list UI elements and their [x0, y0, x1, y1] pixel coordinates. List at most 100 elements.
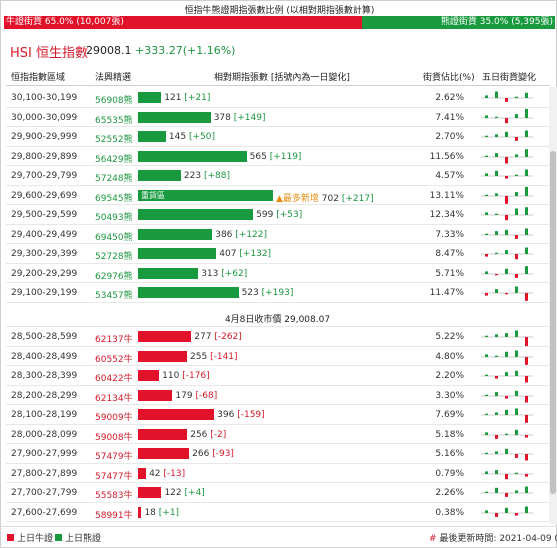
contracts-change: [+4] — [184, 488, 205, 498]
contracts-bar — [138, 150, 247, 162]
sparkline-bar — [505, 117, 508, 123]
outstanding-pct: 2.62% — [435, 93, 464, 103]
five-day-sparkline — [481, 265, 533, 278]
contracts-text: 256 [-2] — [190, 430, 226, 440]
five-day-sparkline — [481, 486, 533, 497]
contracts-value: 386 — [215, 229, 233, 240]
sparkline-bar — [515, 208, 518, 215]
scrollbar-thumb[interactable] — [550, 151, 556, 494]
warrant-code-link[interactable]: 59009牛 — [95, 413, 133, 423]
contracts-bar — [138, 331, 192, 342]
contracts-bar — [138, 287, 239, 298]
warrant-code-link[interactable]: 57248熊 — [95, 174, 133, 184]
sparkline-bar — [505, 229, 508, 235]
outstanding-pct: 7.33% — [435, 229, 464, 240]
bull-bear-ratio-bar: 牛證街貨 65.0% (10,007張) 熊證街貨 35.0% (5,395張) — [4, 16, 555, 29]
contracts-change: [+119] — [269, 151, 302, 162]
warrant-code-link[interactable]: 55583牛 — [95, 491, 133, 501]
sparkline-bar — [485, 293, 488, 296]
warrant-code-link[interactable]: 50493熊 — [95, 213, 133, 223]
row-range: 27,600-27,699 — [11, 507, 78, 518]
contracts-change: [-159] — [237, 410, 265, 420]
warrant-code-link[interactable]: 65535熊 — [95, 115, 133, 126]
warrant-code-link[interactable]: 69545熊 — [95, 193, 133, 204]
contracts-text: 255 [-141] — [190, 352, 238, 362]
contracts-change: [+62] — [221, 268, 248, 279]
five-day-sparkline — [481, 91, 533, 102]
warrant-code-link[interactable]: 52552熊 — [95, 135, 133, 145]
sparkline-bar — [515, 191, 518, 196]
contracts-value: 565 — [249, 151, 267, 162]
table-row: 28,200-28,299 62134牛 179 [-68] 3.30% — [6, 386, 549, 405]
warrant-code-link[interactable]: 57479牛 — [95, 452, 133, 462]
sparkline-bar — [495, 487, 498, 493]
contracts-change: [+21] — [184, 93, 211, 103]
warrant-code-link[interactable]: 56908熊 — [95, 96, 133, 106]
contracts-value: 523 — [241, 288, 259, 298]
sparkline-bar — [495, 91, 498, 98]
table-header: 恒指指數區域 法興精選 相對期指張數 [括號內為一日變化] 街貨佔比(%) 五日… — [6, 66, 549, 86]
sparkline-bar — [515, 350, 518, 357]
table-row: 28,000-28,099 59008牛 256 [-2] 5.18% — [6, 425, 549, 444]
warrant-code-link[interactable]: 56429熊 — [95, 154, 133, 165]
five-day-sparkline — [481, 186, 533, 204]
contracts-text: 122 [+4] — [164, 488, 204, 498]
sparkline-bar — [525, 130, 528, 137]
row-range: 28,100-28,199 — [11, 410, 78, 420]
sparkline-bar — [505, 395, 508, 399]
sparkline-bar — [525, 169, 528, 176]
panel-title: 恒指牛熊證期指張數比例 (以相對期指張數計算) — [184, 6, 375, 16]
warrant-code-link[interactable]: 62134牛 — [95, 393, 133, 404]
warrant-code-link[interactable]: 57477牛 — [95, 471, 133, 482]
sparkline-bar — [485, 114, 488, 118]
scrollbar[interactable] — [549, 87, 557, 524]
sparkline-bar — [485, 254, 488, 257]
warrant-code-link[interactable]: 69450熊 — [95, 232, 133, 243]
sparkline-bar — [515, 113, 518, 118]
row-range: 27,700-27,799 — [11, 488, 78, 498]
contracts-value: 121 — [164, 93, 182, 103]
sparkline-bar — [525, 247, 528, 254]
sparkline-bar — [485, 194, 488, 196]
legend-bull: 上日牛證 — [7, 531, 53, 544]
warrant-code-link[interactable]: 60552牛 — [95, 354, 133, 365]
warrant-code-link[interactable]: 53457熊 — [95, 291, 133, 301]
index-change: +333.27(+1.16%) — [135, 44, 236, 57]
row-range: 28,500-28,599 — [11, 332, 78, 342]
contracts-change: [+193] — [261, 288, 294, 298]
contracts-value: 266 — [192, 449, 210, 459]
contracts-value: 42 — [149, 468, 161, 479]
sparkline-bar — [485, 353, 488, 357]
warrant-code-link[interactable]: 62137牛 — [95, 335, 133, 345]
sparkline-bar — [525, 265, 528, 274]
contracts-text: 313 [+62] — [201, 269, 247, 279]
sparkline-bar — [505, 215, 508, 221]
five-day-sparkline — [481, 108, 533, 123]
warrant-code-link[interactable]: 60422牛 — [95, 374, 133, 384]
header-contracts: 相對期指張數 [括號內為一日變化] — [214, 73, 350, 83]
warrant-code-link[interactable]: 52728熊 — [95, 252, 133, 262]
row-range: 29,800-29,899 — [11, 151, 78, 162]
contracts-change: [+217] — [341, 193, 374, 204]
warrant-code-link[interactable]: 59008牛 — [95, 432, 133, 443]
sparkline-bar — [525, 376, 528, 383]
sparkline-bar — [495, 512, 498, 517]
bull-swatch — [7, 534, 14, 541]
warrant-code-link[interactable]: 62976熊 — [95, 271, 133, 282]
table-row: 28,100-28,199 59009牛 396 [-159] 7.69% — [6, 405, 549, 425]
contracts-value: 702 — [321, 193, 339, 204]
sparkline-bar — [485, 470, 488, 474]
sparkline-bar — [515, 454, 518, 458]
contracts-text: 277 [-262] — [194, 332, 242, 342]
contracts-text: 378 [+149] — [214, 113, 266, 123]
outstanding-pct: 4.80% — [435, 351, 464, 362]
warrant-code-link[interactable]: 58991牛 — [95, 510, 133, 521]
last-updated-text: 最後更新時間: 2021-04-09 08:05 — [439, 534, 557, 544]
sparkline-bar — [525, 434, 528, 438]
table-row: 28,500-28,599 62137牛 277 [-262] 5.22% — [6, 327, 549, 347]
sparkline-bar — [505, 250, 508, 254]
row-range: 29,300-29,399 — [11, 249, 78, 259]
outstanding-pct: 7.41% — [435, 112, 464, 123]
sparkline-bar — [485, 509, 488, 513]
